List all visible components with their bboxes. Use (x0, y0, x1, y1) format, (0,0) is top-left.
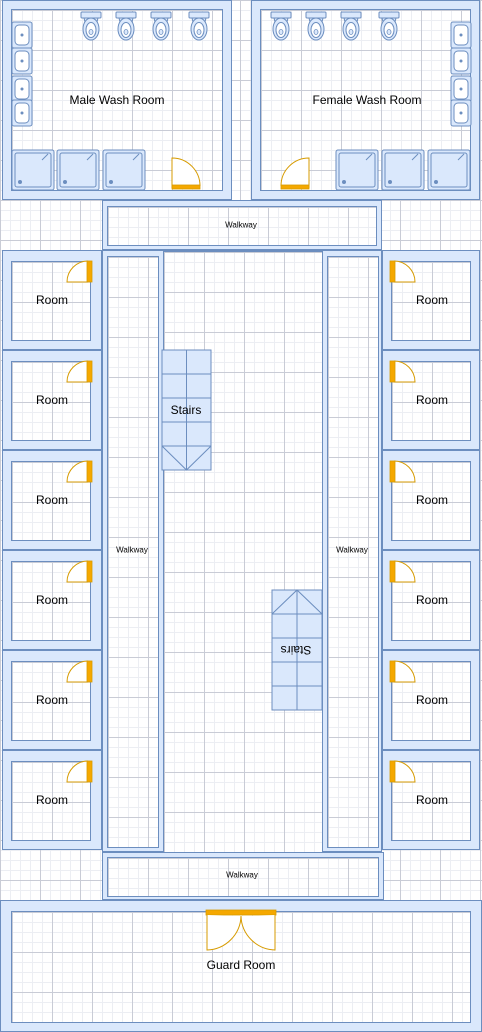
door-icon (66, 560, 93, 583)
door-icon (389, 560, 416, 583)
sink-icon (450, 21, 472, 49)
right-walkway (327, 256, 379, 848)
bottom-walkway (102, 852, 384, 900)
toilet-icon (378, 11, 400, 41)
room-label: Room (35, 793, 69, 807)
toilet-icon (115, 11, 137, 41)
room-left-2 (2, 350, 102, 450)
room-label: Room (415, 793, 449, 807)
left-walkway (107, 256, 159, 848)
sink-icon (11, 75, 33, 103)
top-walkway-label: Walkway (225, 220, 257, 230)
door-icon (389, 760, 416, 783)
room-left-5 (2, 650, 102, 750)
door-icon (66, 660, 93, 683)
sink-icon (11, 99, 33, 127)
toilet-icon (270, 11, 292, 41)
room-label: Room (35, 693, 69, 707)
toilet-icon (150, 11, 172, 41)
room-left-1 (2, 250, 102, 350)
door-icon (389, 260, 416, 283)
door-icon (66, 260, 93, 283)
sink-icon (450, 75, 472, 103)
room-label: Room (415, 693, 449, 707)
sink-icon (450, 99, 472, 127)
female-wash-room-label: Female Wash Room (312, 93, 422, 107)
guard-room-label: Guard Room (206, 958, 276, 972)
door-icon (389, 360, 416, 383)
door-icon (389, 460, 416, 483)
door-icon (171, 157, 201, 190)
room-label: Room (415, 493, 449, 507)
toilet-icon (188, 11, 210, 41)
right-walkway-label: Walkway (336, 545, 368, 555)
toilet-icon (305, 11, 327, 41)
door-icon (66, 460, 93, 483)
shower-icon (11, 149, 55, 191)
stairs-label: Stairs (170, 403, 202, 417)
shower-icon (335, 149, 379, 191)
room-label: Room (415, 593, 449, 607)
sink-icon (11, 47, 33, 75)
toilet-icon (340, 11, 362, 41)
shower-icon (381, 149, 425, 191)
top-walkway (102, 200, 382, 250)
left-walkway-label: Walkway (116, 545, 148, 555)
guard-room (0, 900, 482, 1032)
room-label: Room (415, 293, 449, 307)
stairs-icon (161, 349, 212, 471)
bottom-walkway-label: Walkway (226, 870, 258, 880)
shower-icon (102, 149, 146, 191)
shower-icon (56, 149, 100, 191)
door-icon (389, 660, 416, 683)
stairs-icon (271, 589, 323, 711)
stairs-label: Stairs (280, 643, 312, 657)
sink-icon (450, 47, 472, 75)
door-icon (66, 360, 93, 383)
door-icon (66, 760, 93, 783)
room-label: Room (35, 493, 69, 507)
double-door-icon (205, 909, 277, 951)
room-label: Room (35, 393, 69, 407)
male-wash-room-label: Male Wash Room (69, 93, 165, 107)
sink-icon (11, 21, 33, 49)
room-label: Room (35, 593, 69, 607)
room-label: Room (415, 393, 449, 407)
room-label: Room (35, 293, 69, 307)
shower-icon (427, 149, 471, 191)
door-icon (280, 157, 310, 190)
toilet-icon (80, 11, 102, 41)
